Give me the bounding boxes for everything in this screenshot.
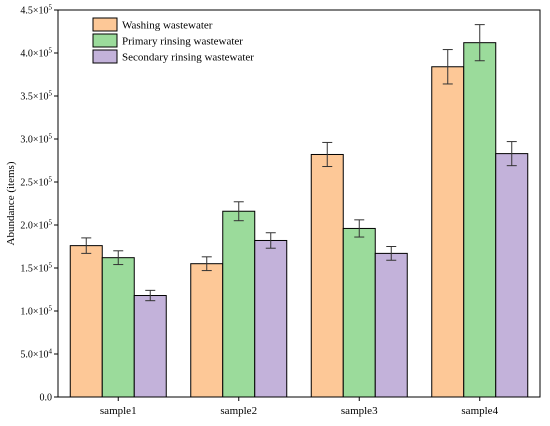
- y-tick-label: 5.0×104: [20, 348, 52, 361]
- y-tick-label: 2.5×105: [20, 176, 52, 189]
- error-bar-sample3-series-1: [322, 141, 333, 168]
- bar-sample3-series-1: [310, 153, 344, 398]
- axes-layer: 0.0 5.0×104 1.0×105 1.5×105 2.0×105 2.5×105 3.…: [5, 4, 541, 417]
- error-bar-sample4-series-1: [442, 49, 453, 85]
- legend-item-1: Washing wastewater: [92, 17, 213, 32]
- bar-sample2-series-2: [222, 210, 256, 398]
- error-bar-sample1-series-3: [145, 289, 156, 302]
- error-bars-layer: [81, 24, 517, 302]
- y-tick-label: 2.0×105: [20, 219, 52, 232]
- error-bar-sample2-series-3: [265, 232, 276, 249]
- error-bar-sample1-series-1: [81, 237, 92, 254]
- error-bar-sample4-series-3: [506, 141, 517, 167]
- x-tick-label-sample1: sample1: [100, 405, 137, 417]
- legend-item-3: Secondary rinsing wastewater: [92, 49, 254, 64]
- error-bar-sample2-series-2: [233, 201, 244, 222]
- legend-label: Secondary rinsing wastewater: [122, 52, 254, 64]
- bar-sample4-series-3: [495, 153, 529, 398]
- legend-label: Washing wastewater: [122, 20, 213, 32]
- y-tick-label: 1.5×105: [20, 262, 52, 275]
- error-bar-sample3-series-2: [354, 219, 365, 238]
- bar-sample3-series-3: [374, 252, 408, 398]
- x-tick-label-sample2: sample2: [220, 405, 257, 417]
- bar-sample4-series-1: [431, 66, 465, 398]
- legend-swatch: [92, 17, 118, 32]
- legend: Washing wastewater Primary rinsing wastew…: [92, 17, 254, 64]
- x-tick-label-sample3: sample3: [341, 405, 378, 417]
- legend-swatch: [92, 49, 118, 64]
- legend-item-2: Primary rinsing wastewater: [92, 33, 243, 48]
- error-bar-sample3-series-3: [386, 246, 397, 261]
- y-tick-label: 1.0×105: [20, 305, 52, 318]
- bar-sample3-series-2: [342, 227, 376, 398]
- error-bar-sample1-series-2: [113, 250, 124, 266]
- bar-sample1-series-3: [133, 295, 167, 398]
- y-tick-label: 3.5×105: [20, 90, 52, 103]
- x-tick-label-sample4: sample4: [461, 405, 498, 417]
- bar-sample4-series-2: [463, 42, 497, 398]
- bar-sample2-series-3: [254, 239, 288, 398]
- bar-sample2-series-1: [190, 263, 224, 398]
- legend-swatch: [92, 33, 118, 48]
- y-axis-label: Abundance (items): [5, 161, 17, 245]
- error-bar-sample2-series-1: [201, 256, 212, 272]
- y-tick-label: 4.5×105: [20, 4, 52, 17]
- y-tick-label: 0.0: [40, 393, 53, 404]
- plot-frame: [57, 9, 541, 398]
- bar-sample1-series-1: [69, 245, 103, 398]
- legend-label: Primary rinsing wastewater: [122, 36, 243, 48]
- error-bar-sample4-series-2: [474, 24, 485, 62]
- y-tick-label: 3.0×105: [20, 133, 52, 146]
- y-tick-label: 4.0×105: [20, 47, 52, 60]
- bar-sample1-series-2: [101, 257, 135, 398]
- bars-layer: [69, 42, 529, 398]
